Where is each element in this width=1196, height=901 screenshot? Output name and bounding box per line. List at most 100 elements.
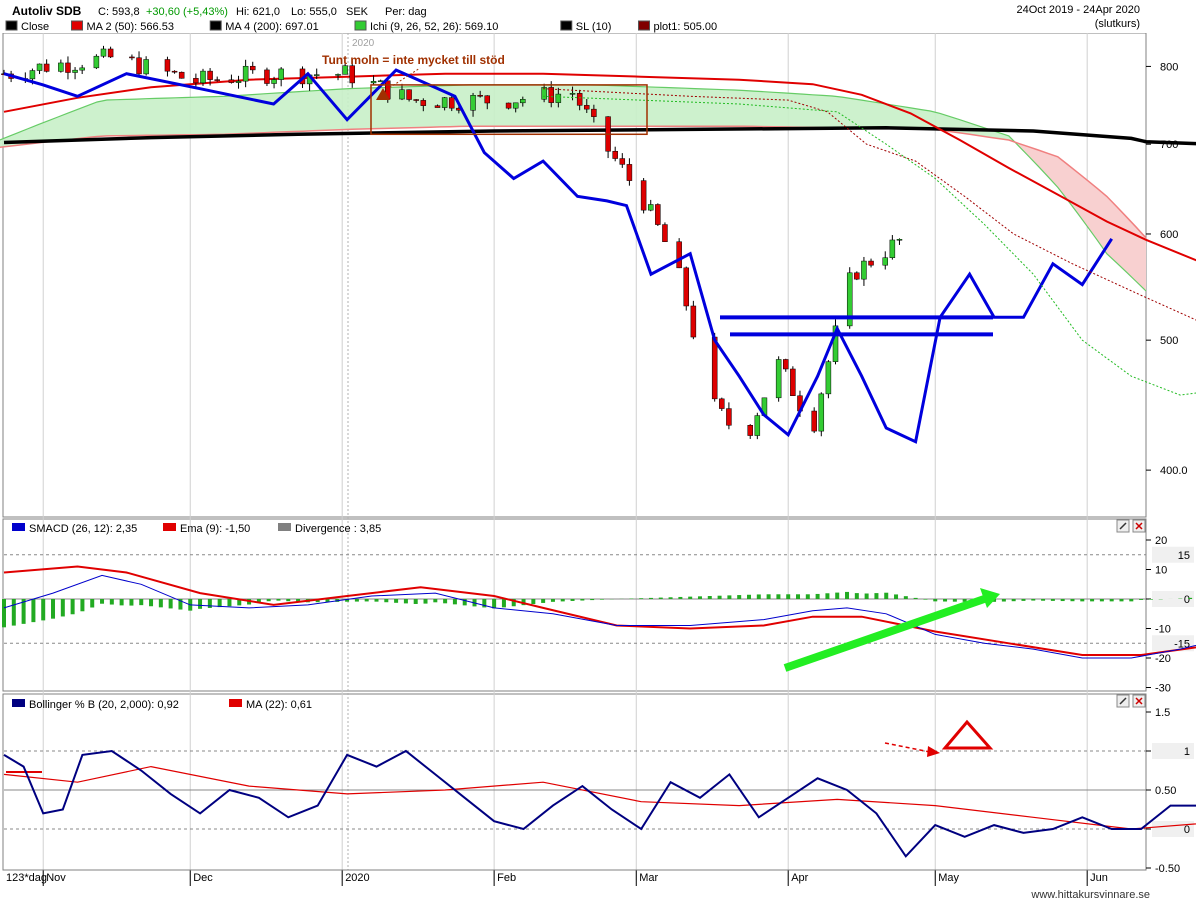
macd-histogram-bar: [345, 599, 350, 602]
bollinger-settings-icon[interactable]: [1116, 694, 1130, 708]
candle-body: [655, 204, 661, 225]
macd-histogram-bar: [168, 599, 173, 609]
macd-histogram-bar: [717, 595, 722, 599]
candle-body: [448, 97, 455, 109]
bollinger-legend: Bollinger % B (20, 2,000): 0,92 MA (22): …: [12, 699, 312, 711]
macd-histogram-bar: [1011, 599, 1016, 602]
candle-body: [65, 62, 71, 73]
macd-histogram-bar: [70, 599, 75, 615]
macd-histogram-bar: [1139, 599, 1144, 600]
macd-settings-icon[interactable]: [1116, 519, 1130, 533]
tenkan-line: [543, 95, 1196, 396]
macd-histogram-bar: [639, 598, 644, 599]
low-value: Lo: 555,0: [291, 6, 337, 18]
macd-histogram-bar: [727, 595, 732, 599]
candle-body: [591, 108, 597, 117]
legend-swatch: [229, 699, 242, 707]
legend-swatch: [209, 20, 222, 31]
macd-histogram-bar: [766, 594, 771, 599]
macd-histogram-bar: [237, 599, 242, 606]
macd-histogram-bar: [560, 599, 565, 602]
candle-body: [541, 87, 547, 100]
candle-body: [235, 80, 242, 83]
macd-histogram-bar: [296, 599, 301, 602]
annotation-arrow-head: [376, 88, 390, 100]
legend-swatch: [163, 523, 176, 531]
candle-body: [846, 272, 853, 327]
candle-body: [93, 55, 100, 69]
candle-body: [619, 158, 626, 165]
candle-body: [342, 65, 348, 75]
candle-body: [790, 368, 796, 397]
macd-histogram-bar: [119, 599, 124, 606]
macd-histogram-bar: [1031, 599, 1036, 601]
candle-body: [683, 267, 690, 307]
macd-histogram-bar: [943, 599, 948, 602]
divergence-arrow: [884, 742, 931, 753]
percent-b-line: [3, 749, 1196, 858]
macd-close-icon[interactable]: [1132, 519, 1146, 533]
macd-histogram-bar: [374, 599, 379, 602]
candle-body: [868, 260, 874, 266]
candle-body: [207, 70, 213, 80]
legend-label: Divergence : 3,85: [295, 523, 381, 535]
macd-histogram-bar: [207, 599, 212, 608]
candle-body: [377, 80, 384, 83]
x-tick-label: Jun: [1090, 872, 1108, 884]
senkou-span-b: [0, 125, 1147, 239]
candle-body: [569, 93, 576, 95]
macd-histogram-bar: [511, 599, 516, 607]
boll-ma-line: [3, 765, 1196, 830]
candle-body: [854, 272, 860, 280]
macd-histogram-bar: [707, 596, 712, 599]
legend-swatch: [278, 523, 291, 531]
macd-histogram-bar: [1050, 599, 1055, 601]
header-bar: [0, 0, 1196, 33]
macd-histogram-bar: [894, 594, 899, 599]
macd-histogram-bar: [776, 594, 781, 599]
y-tick-label: 400.0: [1160, 465, 1188, 477]
macd-histogram-bar: [1188, 597, 1193, 599]
price-basis: (slutkurs): [1095, 18, 1140, 30]
bollinger-close-icon[interactable]: [1132, 694, 1146, 708]
y-tick-label: 0.50: [1155, 785, 1176, 797]
macd-histogram-bar: [678, 596, 683, 599]
smacd-line: [3, 574, 1196, 659]
candle-body: [690, 305, 697, 338]
close-value: C: 593,8: [98, 6, 140, 18]
annotation-pointer: [382, 67, 421, 93]
candle-body: [228, 79, 235, 83]
macd-histogram-bar: [599, 599, 604, 600]
candle-body: [719, 398, 725, 409]
candle-body: [576, 93, 583, 106]
candle-body: [640, 180, 647, 211]
legend-label: Ichi (9, 26, 52, 26): 569.10: [370, 21, 498, 33]
x-tick-label: Apr: [791, 872, 808, 884]
ichimoku-cloud-red: [1018, 143, 1146, 291]
candle-body: [370, 81, 377, 84]
candle-body: [512, 102, 519, 109]
macd-histogram-bar: [1060, 599, 1065, 602]
y-tick-label: -30: [1155, 683, 1171, 695]
candle-body: [889, 239, 896, 258]
candle-body: [242, 65, 249, 82]
y-tick-label: 1.5: [1155, 707, 1170, 719]
macd-histogram-bar: [531, 599, 536, 605]
legend-label: plot1: 505.00: [654, 21, 718, 33]
candle-body: [43, 63, 50, 72]
main-legend: Close MA 2 (50): 566.53 MA 4 (200): 697.01…: [5, 20, 718, 33]
candle-body: [832, 325, 839, 362]
candle-body: [783, 359, 789, 370]
candle-body: [136, 57, 142, 75]
y-tick-label: 20: [1155, 535, 1167, 547]
candle-body: [676, 241, 682, 269]
candle-body: [825, 361, 832, 395]
candle-body: [626, 164, 633, 181]
macd-histogram-bar: [41, 599, 46, 621]
cloud-annotation: Tunt moln = inte mycket till stöd: [322, 53, 505, 67]
high-value: Hi: 621,0: [236, 6, 280, 18]
candle-body: [505, 102, 512, 109]
macd-histogram-bar: [2, 599, 6, 628]
